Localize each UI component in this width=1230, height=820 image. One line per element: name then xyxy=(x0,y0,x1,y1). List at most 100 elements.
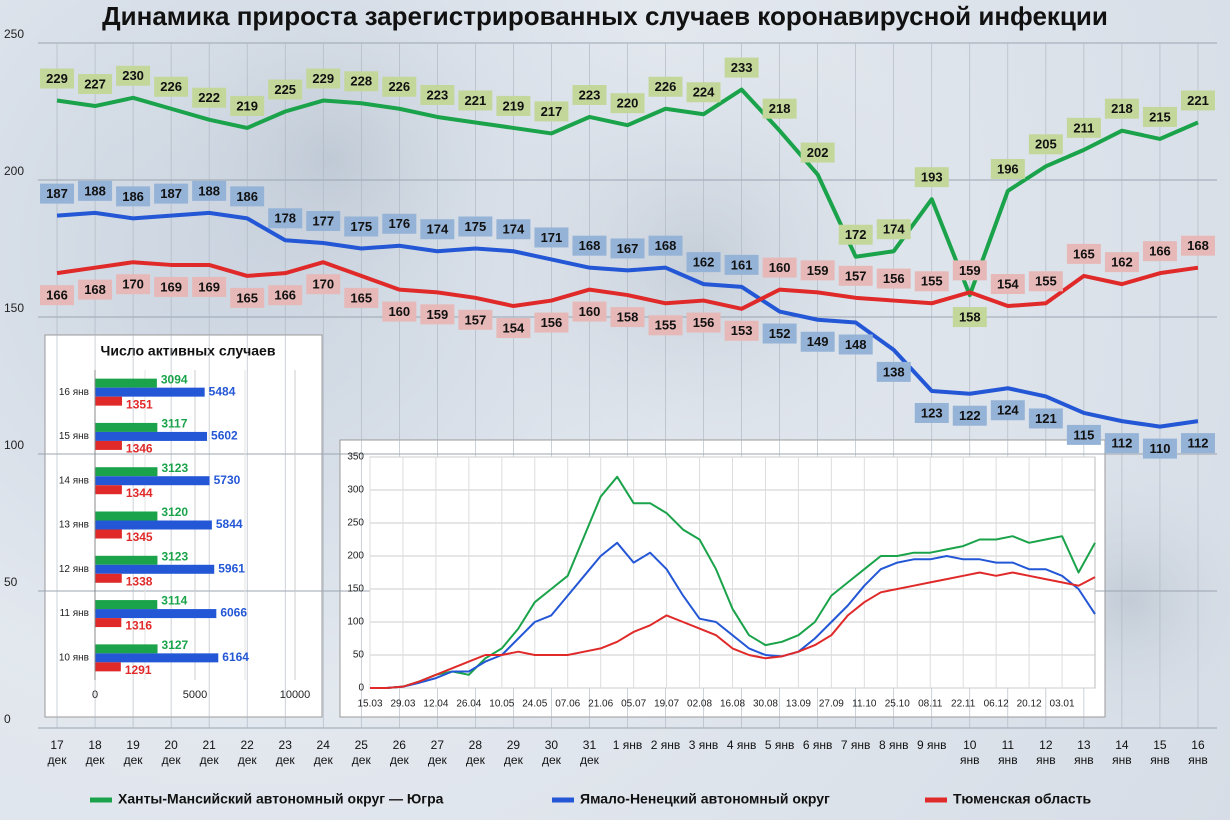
bar xyxy=(95,467,158,477)
y-tick-label: 0 xyxy=(4,712,11,726)
x-tick-label: 19.07 xyxy=(654,699,679,710)
value-label: 138 xyxy=(883,364,905,379)
value-label: 156 xyxy=(693,315,715,330)
value-label-bg xyxy=(40,183,75,204)
value-label-bg xyxy=(724,254,759,275)
inset-title: Число активных случаев xyxy=(101,343,276,359)
value-label: 228 xyxy=(350,74,372,89)
value-label: 186 xyxy=(122,189,144,204)
value-label-bg xyxy=(648,76,683,97)
y-tick-label: 100 xyxy=(4,438,24,452)
value-label-bg xyxy=(78,180,113,201)
value-label-bg xyxy=(1028,408,1063,429)
value-label-bg xyxy=(458,216,493,237)
y-tick-label: 350 xyxy=(347,452,364,463)
y-tick-label: 150 xyxy=(4,301,24,315)
value-label-bg xyxy=(686,312,721,333)
x-tick-label: 14 янв xyxy=(1112,738,1132,767)
value-label: 193 xyxy=(921,170,943,185)
value-label: 5602 xyxy=(211,429,238,443)
value-label-bg xyxy=(1028,271,1063,292)
x-tick-label: 25.10 xyxy=(885,699,910,710)
value-label-bg xyxy=(344,71,379,92)
value-label: 122 xyxy=(959,408,981,423)
value-label-bg xyxy=(800,142,835,163)
value-label: 5730 xyxy=(214,473,241,487)
x-tick-label: 24.05 xyxy=(522,699,547,710)
value-label: 166 xyxy=(274,288,296,303)
value-label: 6066 xyxy=(220,606,247,620)
value-label-bg xyxy=(762,323,797,344)
bar xyxy=(95,618,122,628)
bar xyxy=(95,378,157,388)
value-label-bg xyxy=(914,167,949,188)
x-tick-label: 20.12 xyxy=(1017,699,1042,710)
value-label-bg xyxy=(1066,424,1101,445)
bar xyxy=(95,600,158,610)
value-label: 178 xyxy=(274,211,296,226)
value-label: 152 xyxy=(769,326,791,341)
value-label-bg xyxy=(724,57,759,78)
value-label: 230 xyxy=(122,68,144,83)
value-label-bg xyxy=(420,304,455,325)
y-tick-label: 13 янв xyxy=(59,520,89,531)
y-tick-label: 50 xyxy=(4,575,18,589)
value-label-bg xyxy=(1180,235,1215,256)
value-label: 226 xyxy=(160,79,182,94)
value-label: 170 xyxy=(312,277,334,292)
value-label: 221 xyxy=(1187,93,1209,108)
value-label: 176 xyxy=(388,216,410,231)
value-label: 154 xyxy=(503,320,525,335)
x-tick-label: 10 янв xyxy=(960,738,980,767)
value-label: 187 xyxy=(160,186,182,201)
value-label-bg xyxy=(116,274,151,295)
value-label-bg xyxy=(952,260,987,281)
x-tick-label: 3 янв xyxy=(688,738,719,752)
value-label-bg xyxy=(40,68,75,89)
series-line xyxy=(370,571,1096,689)
x-tick-label: 11 янв xyxy=(998,738,1018,767)
value-label: 5961 xyxy=(218,561,245,575)
value-label-bg xyxy=(230,186,265,207)
value-label: 159 xyxy=(959,263,981,278)
value-label-bg xyxy=(382,301,417,322)
value-label-bg xyxy=(420,219,455,240)
value-label-bg xyxy=(686,82,721,103)
x-tick-label: 16.08 xyxy=(720,699,745,710)
value-label: 174 xyxy=(883,222,905,237)
y-tick-label: 14 янв xyxy=(59,475,89,486)
value-label: 159 xyxy=(807,263,829,278)
x-tick-label: 06.12 xyxy=(984,699,1009,710)
value-label-bg xyxy=(154,76,189,97)
value-label-bg xyxy=(40,285,75,306)
value-label: 155 xyxy=(1035,274,1057,289)
value-label: 5844 xyxy=(216,517,243,531)
value-label-bg xyxy=(496,95,531,116)
value-label: 1316 xyxy=(125,619,152,633)
value-label: 168 xyxy=(579,238,601,253)
y-tick-label: 150 xyxy=(347,584,364,595)
value-label: 156 xyxy=(541,315,563,330)
y-tick-label: 12 янв xyxy=(59,564,89,575)
bar xyxy=(95,520,212,530)
value-label-bg xyxy=(800,260,835,281)
bar xyxy=(95,476,210,486)
value-label: 3123 xyxy=(161,461,188,475)
value-label: 1338 xyxy=(126,574,153,588)
value-label-bg xyxy=(306,274,341,295)
x-tick-label: 23 дек xyxy=(275,738,295,767)
x-tick-label: 4 янв xyxy=(726,738,757,752)
x-tick-label: 24 дек xyxy=(313,738,333,767)
value-label: 188 xyxy=(84,183,106,198)
value-label-bg xyxy=(1066,243,1101,264)
value-label: 156 xyxy=(883,271,905,286)
value-label-bg xyxy=(420,84,455,105)
x-tick-label: 05.07 xyxy=(621,699,646,710)
value-label-bg xyxy=(1180,90,1215,111)
y-tick-label: 0 xyxy=(358,683,364,694)
value-label: 170 xyxy=(122,277,144,292)
x-tick-label: 1 янв xyxy=(612,738,643,752)
value-label: 3114 xyxy=(161,594,187,608)
value-label: 168 xyxy=(84,282,106,297)
x-tick-label: 12 янв xyxy=(1036,738,1056,767)
